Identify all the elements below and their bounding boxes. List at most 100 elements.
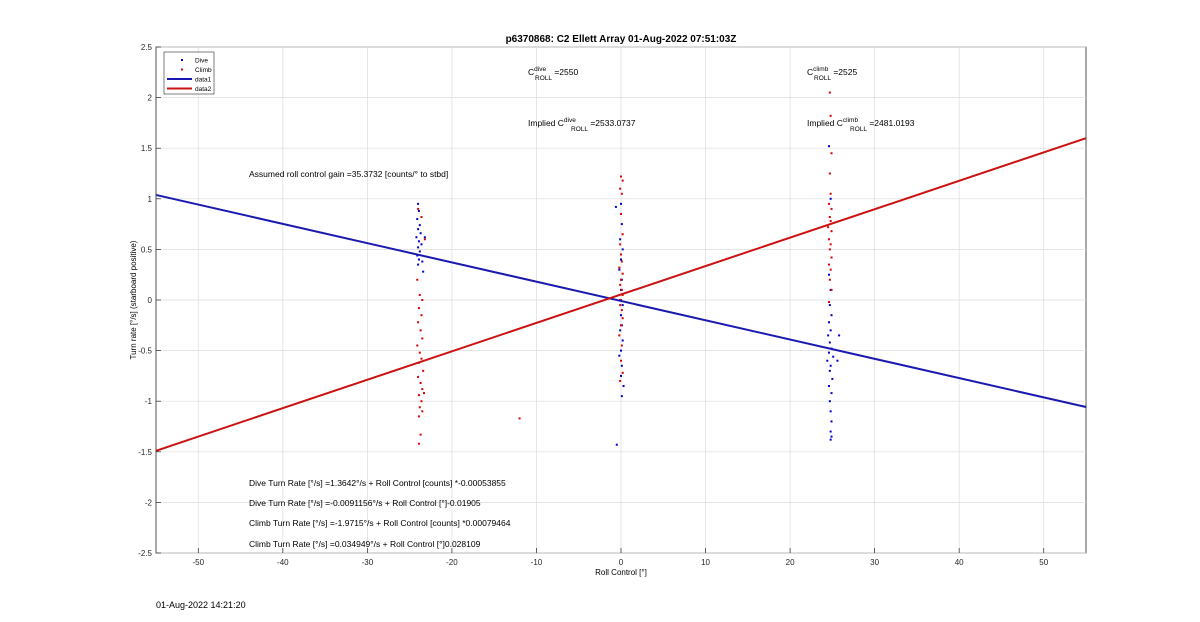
dive-point	[614, 205, 617, 208]
annotation-base: C	[558, 118, 564, 128]
annotation-subscript: ROLL	[535, 75, 552, 82]
dive-point	[829, 364, 832, 367]
dive-point	[417, 209, 420, 212]
climb-point	[419, 329, 422, 332]
climb-point	[417, 415, 420, 418]
climb-point	[423, 238, 426, 241]
climb-point	[417, 442, 420, 445]
climb-point	[620, 288, 623, 291]
dive-point	[620, 349, 622, 352]
climb-point	[422, 369, 425, 372]
climb-point	[830, 152, 833, 155]
climb-point	[421, 299, 424, 301]
annotation-superscript: dive	[564, 117, 576, 124]
climb-point	[420, 216, 423, 219]
dive-point	[827, 385, 830, 388]
y-axis-label: Turn rate [°/s] (starboard positive)	[129, 240, 138, 359]
annotation-superscript: climb	[843, 117, 859, 124]
dive-point	[826, 359, 829, 362]
climb-point	[619, 187, 622, 190]
climb-point	[828, 248, 831, 251]
dive-point	[620, 314, 622, 317]
dive-point	[620, 223, 623, 226]
dive-point	[830, 435, 833, 438]
x-tick-label: 30	[870, 558, 879, 567]
dive-point	[838, 334, 841, 337]
footer-timestamp: 01-Aug-2022 14:21:20	[156, 600, 246, 610]
dive-point	[417, 263, 420, 266]
annotation-eq4: Climb Turn Rate [°/s] =0.034949°/s + Rol…	[249, 539, 481, 549]
climb-point	[620, 192, 623, 195]
y-tick-label: -0.5	[138, 347, 152, 356]
climb-point	[830, 207, 833, 210]
climb-point	[417, 307, 420, 310]
climb-point	[620, 253, 622, 256]
climb-point	[620, 212, 622, 215]
climb-point	[418, 351, 421, 354]
legend-marker-climb	[181, 68, 183, 71]
climb-point	[620, 278, 622, 281]
climb-point	[418, 293, 421, 296]
dive-point	[419, 232, 422, 235]
climb-point	[417, 375, 420, 378]
dive-point	[620, 202, 622, 205]
climb-point	[829, 220, 832, 223]
climb-point	[421, 388, 424, 391]
annotation-text: Dive Turn Rate [°/s] =-0.0091156°/s + Ro…	[249, 498, 481, 508]
x-tick-label: 0	[619, 558, 624, 567]
y-tick-label: 0	[148, 296, 153, 305]
annotation-eq1: Dive Turn Rate [°/s] =1.3642°/s + Roll C…	[249, 478, 506, 488]
dive-point	[618, 268, 621, 271]
climb-point	[827, 263, 830, 266]
annotation-text: Climb Turn Rate [°/s] =-1.9715°/s + Roll…	[249, 518, 511, 528]
annotation-base: C	[528, 67, 534, 77]
dive-point	[417, 258, 420, 261]
climb-point	[620, 344, 623, 347]
climb-point	[619, 243, 622, 246]
climb-point	[420, 357, 423, 360]
climb-point	[619, 379, 622, 382]
climb-point	[619, 283, 622, 286]
y-tick-label: 1	[148, 195, 153, 204]
dive-point	[620, 364, 623, 367]
climb-point	[827, 226, 830, 229]
legend: Dive Climb data1 data2	[163, 51, 215, 95]
climb-point	[418, 406, 421, 409]
dive-point	[829, 410, 832, 413]
climb-point	[619, 304, 622, 307]
climb-point	[417, 321, 420, 324]
annotations: Cdive ROLL =2550 Cclimb ROLL =2525 Implied C…	[249, 66, 915, 549]
dive-point	[415, 236, 418, 239]
climb-point	[618, 334, 621, 337]
annotation-subscript: ROLL	[814, 75, 831, 82]
dive-point	[621, 339, 624, 342]
annotation-suffix: =2533.0737	[588, 118, 636, 128]
x-tick-label: 10	[701, 558, 710, 567]
climb-point	[829, 114, 832, 117]
climb-point	[620, 260, 623, 263]
climb-point	[828, 172, 831, 175]
legend-label: data1	[195, 77, 212, 84]
climb-point	[620, 309, 623, 312]
climb-point	[621, 272, 624, 275]
dive-point	[417, 202, 420, 205]
x-tick-label: -20	[446, 558, 458, 567]
dive-point	[417, 246, 420, 249]
dive-point	[830, 420, 833, 423]
dive-point	[829, 430, 832, 433]
dive-point	[827, 273, 830, 276]
y-tick-label: 1.5	[141, 144, 153, 153]
climb-point	[830, 256, 833, 259]
climb-point	[621, 233, 624, 236]
climb-point	[420, 314, 423, 317]
dive-point	[420, 243, 423, 246]
climb-point	[417, 207, 420, 210]
climb-point	[830, 288, 833, 291]
climb-point	[621, 179, 624, 182]
annotation-text: Dive Turn Rate [°/s] =1.3642°/s + Roll C…	[249, 478, 506, 488]
dive-point	[831, 377, 834, 380]
dive-point	[422, 270, 425, 273]
annotation-subscript: ROLL	[850, 126, 867, 133]
dive-point	[832, 355, 835, 358]
